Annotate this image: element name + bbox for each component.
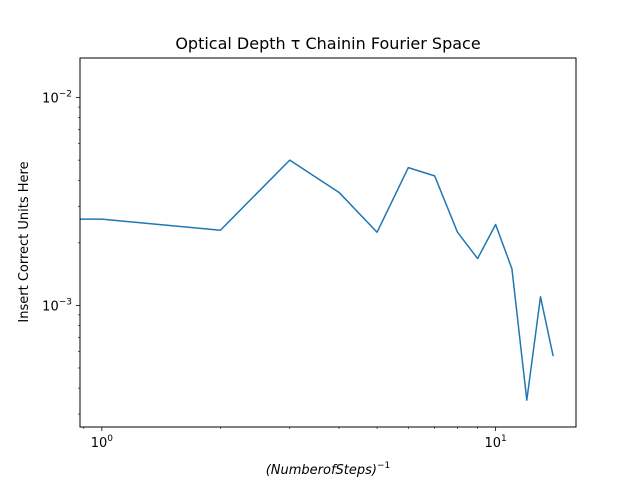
series-layer (80, 159, 554, 401)
plot-frame (79, 57, 577, 428)
chart-title: Optical Depth τ Chainin Fourier Space (175, 34, 480, 53)
plot-area (80, 58, 576, 427)
x-axis-label-main: (NumberofSteps) (266, 463, 377, 478)
x-axis-label: (NumberofSteps)−1 (266, 461, 391, 478)
series-line (80, 159, 554, 401)
x-tick-label: 101 (484, 434, 506, 451)
major-ticks (76, 97, 497, 431)
x-axis-label-exponent: −1 (377, 461, 390, 471)
tick-labels: 100 101 10−2 10−3 (42, 90, 507, 451)
x-tick-label: 100 (91, 434, 114, 451)
y-axis-label: Insert Correct Units Here (17, 161, 32, 322)
y-tick-label: 10−2 (42, 90, 72, 107)
y-tick-label: 10−3 (42, 297, 72, 314)
